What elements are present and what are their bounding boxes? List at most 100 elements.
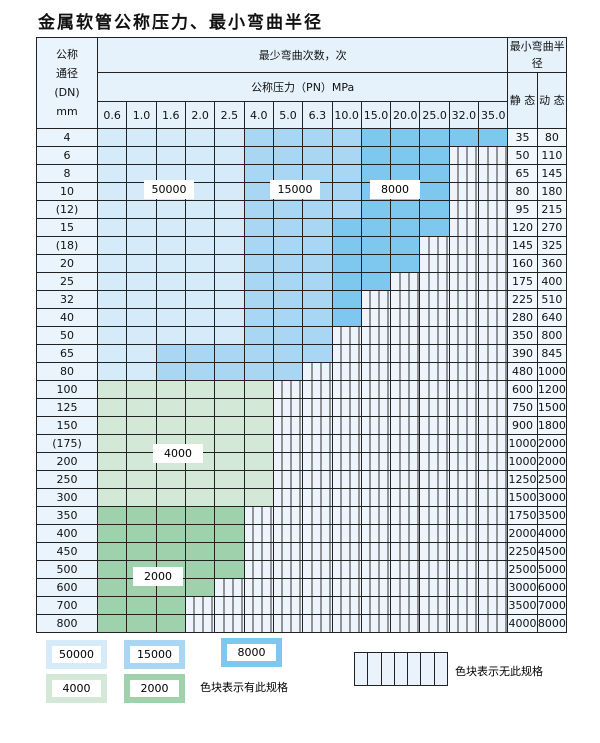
dynamic-radius-cell: 4000 (536, 524, 568, 543)
spec-cell-50000 (184, 236, 216, 255)
pressure-column-header: 15.0 (360, 101, 392, 129)
no-spec-cell (331, 452, 362, 471)
spec-cell-50000 (155, 254, 186, 273)
static-radius-cell: 65 (507, 164, 538, 183)
spec-cell-2000 (96, 542, 128, 561)
spec-cell-50000 (155, 218, 186, 237)
no-spec-cell (331, 506, 362, 525)
table-row: 450 2250 4500 (36, 542, 568, 561)
dn-cell: (18) (36, 236, 98, 255)
dn-header-line: 公称 (56, 48, 78, 61)
no-spec-cell (302, 524, 333, 543)
spec-cell-50000 (184, 290, 216, 309)
dn-cell: (12) (36, 200, 98, 219)
spec-cell-50000 (155, 326, 186, 345)
legend-no-spec-swatch (354, 652, 448, 686)
spec-cell-15000 (243, 236, 274, 255)
no-spec-cell (478, 200, 509, 219)
pressure-column-header: 6.3 (302, 101, 333, 129)
spec-cell-8000 (390, 200, 421, 219)
spec-cell-4000 (243, 488, 274, 507)
dn-cell: 20 (36, 254, 98, 273)
spec-cell-15000 (214, 344, 245, 363)
spec-cell-4000 (214, 416, 245, 435)
spec-cell-8000 (419, 164, 450, 183)
spec-cell-4000 (155, 416, 186, 435)
spec-cell-15000 (302, 128, 333, 147)
no-spec-cell (419, 362, 450, 381)
no-spec-cell (390, 290, 421, 309)
no-spec-cell (243, 578, 274, 597)
spec-cell-4000 (155, 470, 186, 489)
no-spec-cell (390, 416, 421, 435)
no-spec-cell (419, 344, 450, 363)
table-row: 150 900 1800 (36, 416, 568, 435)
no-spec-cell (331, 488, 362, 507)
spec-cell-15000 (243, 200, 274, 219)
dn-cell: (175) (36, 434, 98, 453)
static-radius-cell: 1000 (507, 452, 538, 471)
static-radius-cell: 225 (507, 290, 538, 309)
no-spec-cell (390, 596, 421, 615)
no-spec-cell (331, 470, 362, 489)
no-spec-cell (331, 434, 362, 453)
table-row: 4 35 80 (36, 128, 568, 147)
spec-cell-8000 (390, 254, 421, 273)
table-row: 100 600 1200 (36, 380, 568, 399)
no-spec-cell (360, 434, 392, 453)
spec-cell-8000 (331, 236, 362, 255)
no-spec-cell (419, 272, 450, 291)
no-spec-cell (448, 452, 480, 471)
spec-cell-4000 (243, 398, 274, 417)
spec-cell-50000 (214, 128, 245, 147)
dn-cell: 125 (36, 398, 98, 417)
dn-cell: 6 (36, 146, 98, 165)
spec-cell-15000 (272, 326, 304, 345)
no-spec-cell (302, 560, 333, 579)
spec-cell-8000 (390, 164, 421, 183)
spec-cell-4000 (126, 488, 157, 507)
spec-cell-15000 (243, 344, 274, 363)
spec-cell-8000 (390, 236, 421, 255)
table-row: 50 350 800 (36, 326, 568, 345)
no-spec-cell (272, 416, 304, 435)
no-spec-cell (360, 470, 392, 489)
legend-no-spec-text: 色块表示无此规格 (455, 665, 543, 678)
spec-cell-15000 (331, 128, 362, 147)
no-spec-cell (419, 614, 450, 633)
no-spec-cell (390, 452, 421, 471)
dynamic-radius-cell: 400 (536, 272, 568, 291)
spec-cell-15000 (302, 272, 333, 291)
no-spec-cell (302, 506, 333, 525)
legend-has-spec-text: 色块表示有此规格 (200, 681, 288, 694)
spec-cell-15000 (272, 272, 304, 291)
spec-cell-50000 (96, 290, 128, 309)
pressure-column-header: 20.0 (390, 101, 421, 129)
spec-cell-4000 (96, 434, 128, 453)
static-radius-cell: 750 (507, 398, 538, 417)
table-row: 400 2000 4000 (36, 524, 568, 543)
static-radius-cell: 1250 (507, 470, 538, 489)
dn-cell: 32 (36, 290, 98, 309)
no-spec-cell (390, 434, 421, 453)
no-spec-cell (214, 596, 245, 615)
legend-15000: 15000 (124, 640, 185, 669)
spec-cell-50000 (184, 200, 216, 219)
spec-cell-50000 (214, 308, 245, 327)
table-row: 8 65 145 (36, 164, 568, 183)
spec-cell-15000 (243, 182, 274, 201)
spec-cell-4000 (126, 470, 157, 489)
no-spec-cell (448, 434, 480, 453)
spec-cell-50000 (184, 308, 216, 327)
no-spec-cell (243, 524, 274, 543)
spec-cell-2000 (155, 614, 186, 633)
spec-cell-8000 (331, 272, 362, 291)
no-spec-cell (184, 614, 216, 633)
spec-cell-15000 (302, 254, 333, 273)
table-row: 6 50 110 (36, 146, 568, 165)
spec-cell-2000 (155, 596, 186, 615)
spec-cell-8000 (360, 146, 392, 165)
spec-cell-8000 (360, 200, 392, 219)
spec-cell-50000 (184, 218, 216, 237)
table-row: 800 4000 8000 (36, 614, 568, 633)
